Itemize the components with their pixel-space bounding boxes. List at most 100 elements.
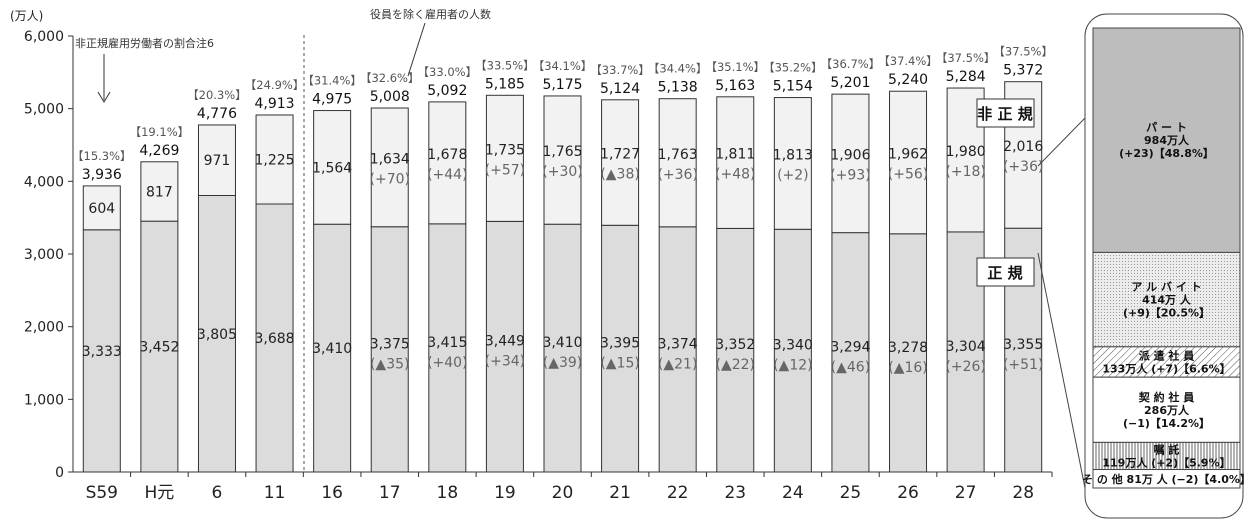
bar-irregular	[140, 161, 179, 222]
bar-irregular	[601, 99, 640, 226]
y-tick-label: 5,000	[24, 102, 64, 118]
ratio-label: 【24.9%】	[245, 78, 305, 92]
irregular-value-label: 1,980	[946, 144, 986, 160]
x-tick-label: 16	[321, 483, 343, 503]
y-tick-label: 3,000	[24, 247, 64, 263]
regular-change-label: (▲15)	[600, 356, 640, 372]
x-tick-label: 19	[494, 483, 516, 503]
irregular-value-label: 1,763	[658, 147, 698, 163]
ratio-label: 【15.3%】	[72, 149, 132, 163]
x-tick-label: 6	[212, 483, 223, 503]
regular-change-label: (+51)	[1003, 357, 1043, 373]
irregular-value-label: 817	[146, 184, 173, 200]
bar-irregular	[197, 124, 236, 197]
irregular-change-label: (+56)	[888, 167, 928, 183]
irregular-change-label: (+57)	[485, 162, 525, 178]
bar-regular	[313, 223, 352, 473]
bar-irregular	[313, 110, 352, 225]
breakdown-label: 119万人 (+2)【5.9%】	[1102, 455, 1230, 469]
regular-value-label: 3,355	[1003, 337, 1043, 353]
total-label: 5,284	[946, 69, 986, 85]
x-tick-label: H元	[144, 483, 174, 503]
total-label: 4,913	[255, 96, 295, 112]
regular-value-label: 3,333	[82, 344, 122, 360]
bar-irregular	[255, 114, 294, 205]
bar-regular	[255, 203, 294, 473]
regular-value-label: 3,449	[485, 334, 525, 350]
total-note: 役員を除く雇用者の人数	[370, 7, 491, 21]
total-label: 5,201	[830, 75, 870, 91]
bar-irregular	[485, 94, 524, 222]
irregular-value-label: 1,906	[830, 147, 870, 163]
bar-regular	[485, 220, 524, 473]
ratio-label: 【20.3%】	[187, 88, 247, 102]
regular-change-label: (▲35)	[370, 356, 410, 372]
regular-value-label: 3,415	[427, 335, 467, 351]
bar-irregular	[543, 95, 582, 225]
bar-regular	[428, 223, 467, 473]
bar-regular	[658, 226, 697, 473]
x-tick-label: 18	[437, 483, 459, 503]
ratio-note: 非正規雇用労働者の割合注6	[75, 36, 214, 50]
x-tick-label: 22	[667, 483, 689, 503]
x-tick-label: 23	[724, 483, 746, 503]
regular-change-label: (+40)	[427, 355, 467, 371]
regular-change-label: (▲39)	[543, 355, 583, 371]
regular-change-label: (▲12)	[773, 358, 813, 374]
bar-irregular	[370, 107, 409, 228]
regular-change-label: (▲46)	[831, 359, 871, 375]
regular-value-label: 3,374	[658, 336, 698, 352]
bar-irregular	[658, 98, 697, 228]
regular-change-label: (▲16)	[888, 360, 928, 376]
bar-regular	[601, 224, 640, 473]
ratio-label: 【37.5%】	[993, 45, 1053, 59]
total-label: 4,269	[139, 143, 179, 159]
regular-change-label: (▲22)	[716, 357, 756, 373]
irregular-change-label: (▲38)	[600, 167, 640, 183]
x-tick-label: S59	[86, 483, 118, 503]
irregular-value-label: 1,813	[773, 147, 813, 163]
total-label: 5,092	[427, 83, 467, 99]
total-label: 5,138	[658, 80, 698, 96]
breakdown-segment	[1092, 251, 1241, 348]
x-tick-label: 24	[782, 483, 804, 503]
label-regular-box: 正 規	[976, 257, 1035, 287]
regular-value-label: 3,688	[255, 331, 295, 347]
total-label: 4,975	[312, 92, 352, 108]
x-tick-label: 17	[379, 483, 401, 503]
ratio-label: 【33.0%】	[418, 65, 478, 79]
bar-irregular	[773, 97, 812, 230]
breakdown-label: そ の 他 81万 人 (−2)【4.0%】	[1082, 472, 1245, 486]
x-tick-label: 26	[897, 483, 919, 503]
total-label: 5,008	[370, 89, 410, 105]
y-axis: 0 1,000 2,000 3,000 4,000 5,000 6,000	[24, 29, 1052, 481]
bar-irregular	[889, 90, 928, 235]
regular-value-label: 3,375	[370, 336, 410, 352]
y-tick-label: 6,000	[24, 29, 64, 45]
x-tick-label: 11	[264, 483, 286, 503]
breakdown-label: 派 遣 社 員	[1139, 348, 1195, 362]
irregular-change-label: (+44)	[427, 167, 467, 183]
bar-series	[82, 81, 1043, 473]
y-unit-label: (万人)	[10, 9, 43, 23]
total-label: 5,372	[1003, 63, 1043, 79]
label-regular: 正 規	[987, 264, 1022, 282]
bar-regular	[773, 228, 812, 473]
y-tick-label: 0	[55, 465, 64, 481]
ratio-label: 【31.4%】	[302, 74, 362, 88]
total-label: 5,124	[600, 81, 640, 97]
breakdown-label: (+9)【20.5%】	[1123, 307, 1210, 320]
total-label: 3,936	[82, 167, 122, 183]
breakdown-label: (+23)【48.8%】	[1119, 147, 1214, 160]
irregular-change-label: (+2)	[777, 167, 809, 183]
x-tick-label: 27	[955, 483, 977, 503]
total-note-leader	[407, 22, 426, 77]
y-tick-label: 1,000	[24, 392, 64, 408]
irregular-value-label: 1,962	[888, 147, 928, 163]
ratio-label: 【34.1%】	[533, 59, 593, 73]
irregular-value-label: 1,811	[715, 147, 755, 163]
ratio-label: 【36.7%】	[821, 57, 881, 71]
breakdown-segment	[1092, 27, 1241, 253]
regular-value-label: 3,395	[600, 336, 640, 352]
